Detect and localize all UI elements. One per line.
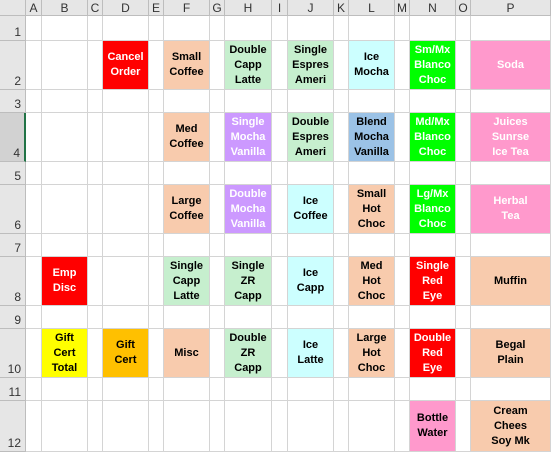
grid-horizontal-line [26,161,551,162]
column-header-l[interactable]: L [349,0,395,16]
med-hot-choc-button[interactable]: Med Hot Choc [349,257,394,305]
large-hot-choc-button[interactable]: Large Hot Choc [349,329,394,377]
row-header-12[interactable]: 12 [0,401,26,452]
grid-vertical-line [394,16,395,452]
grid-horizontal-line [26,256,551,257]
grid-horizontal-line [26,305,551,306]
cream-chees-soy-mk-button[interactable]: Cream Chees Soy Mk [471,401,550,451]
column-header-c[interactable]: C [88,0,103,16]
row-header-3[interactable]: 3 [0,90,26,113]
grid-vertical-line [470,16,471,452]
grid-horizontal-line [26,233,551,234]
begal-plain-button[interactable]: Begal Plain [471,329,550,377]
grid-horizontal-line [26,40,551,41]
select-all-corner[interactable] [0,0,26,16]
grid-vertical-line [102,16,103,452]
single-mocha-vanilla-button[interactable]: Single Mocha Vanilla [225,113,271,161]
column-header-h[interactable]: H [225,0,272,16]
double-mocha-vanilla-button[interactable]: Double Mocha Vanilla [225,185,271,233]
grid-horizontal-line [26,184,551,185]
blend-mocha-vanilla-button[interactable]: Blend Mocha Vanilla [349,113,394,161]
row-header-6[interactable]: 6 [0,185,26,234]
column-header-o[interactable]: O [456,0,471,16]
row-header-8[interactable]: 8 [0,257,26,306]
row-header-4[interactable]: 4 [0,113,26,162]
grid-vertical-line [348,16,349,452]
column-header-g[interactable]: G [210,0,225,16]
column-header-b[interactable]: B [42,0,88,16]
column-header-p[interactable]: P [471,0,551,16]
column-header-m[interactable]: M [395,0,410,16]
herbal-tea-button[interactable]: Herbal Tea [471,185,550,233]
small-hot-choc-button[interactable]: Small Hot Choc [349,185,394,233]
large-coffee-button[interactable]: Large Coffee [164,185,209,233]
grid-vertical-line [333,16,334,452]
small-coffee-button[interactable]: Small Coffee [164,41,209,89]
ice-coffee-button[interactable]: Ice Coffee [288,185,333,233]
row-header-7[interactable]: 7 [0,234,26,257]
grid-vertical-line [87,16,88,452]
column-header-e[interactable]: E [149,0,164,16]
soda-button[interactable]: Soda [471,41,550,89]
row-header-10[interactable]: 10 [0,329,26,378]
row-header-2[interactable]: 2 [0,41,26,90]
gift-cert-button[interactable]: Gift Cert [103,329,148,377]
column-header-n[interactable]: N [410,0,456,16]
ice-mocha-button[interactable]: Ice Mocha [349,41,394,89]
column-header-j[interactable]: J [288,0,334,16]
double-red-eye-button[interactable]: Double Red Eye [410,329,455,377]
lg-mx-blanco-choc-button[interactable]: Lg/Mx Blanco Choc [410,185,455,233]
grid-vertical-line [224,16,225,452]
grid-horizontal-line [26,89,551,90]
grid-horizontal-line [26,328,551,329]
ice-capp-button[interactable]: Ice Capp [288,257,333,305]
double-espres-ameri-button[interactable]: Double Espres Ameri [288,113,333,161]
single-capp-latte-button[interactable]: Single Capp Latte [164,257,209,305]
grid-horizontal-line [26,400,551,401]
gift-cert-total-button[interactable]: Gift Cert Total [42,329,87,377]
column-header-i[interactable]: I [272,0,288,16]
grid-vertical-line [287,16,288,452]
muffin-button[interactable]: Muffin [471,257,550,305]
grid-vertical-line [209,16,210,452]
bottle-water-button[interactable]: Bottle Water [410,401,455,451]
column-header-a[interactable]: A [26,0,42,16]
grid-vertical-line [455,16,456,452]
grid-horizontal-line [26,377,551,378]
md-mx-blanco-choc-button[interactable]: Md/Mx Blanco Choc [410,113,455,161]
row-header-1[interactable]: 1 [0,16,26,41]
double-zr-capp-button[interactable]: Double ZR Capp [225,329,271,377]
med-coffee-button[interactable]: Med Coffee [164,113,209,161]
row-header-5[interactable]: 5 [0,162,26,185]
cancel-order-button[interactable]: Cancel Order [103,41,148,89]
single-espres-ameri-button[interactable]: Single Espres Ameri [288,41,333,89]
misc-button[interactable]: Misc [164,329,209,377]
sm-mx-blanco-choc-button[interactable]: Sm/Mx Blanco Choc [410,41,455,89]
grid-horizontal-line [26,112,551,113]
double-capp-latte-button[interactable]: Double Capp Latte [225,41,271,89]
juices-sunrse-ice-tea-button[interactable]: Juices Sunrse Ice Tea [471,113,550,161]
grid-vertical-line [163,16,164,452]
row-header-11[interactable]: 11 [0,378,26,401]
ice-latte-button[interactable]: Ice Latte [288,329,333,377]
grid-vertical-line [409,16,410,452]
grid-vertical-line [271,16,272,452]
single-zr-capp-button[interactable]: Single ZR Capp [225,257,271,305]
column-header-k[interactable]: K [334,0,349,16]
column-header-f[interactable]: F [164,0,210,16]
grid-vertical-line [148,16,149,452]
grid-vertical-line [41,16,42,452]
row-header-9[interactable]: 9 [0,306,26,329]
single-red-eye-button[interactable]: Single Red Eye [410,257,455,305]
emp-disc-button[interactable]: Emp Disc [42,257,87,305]
column-header-d[interactable]: D [103,0,149,16]
